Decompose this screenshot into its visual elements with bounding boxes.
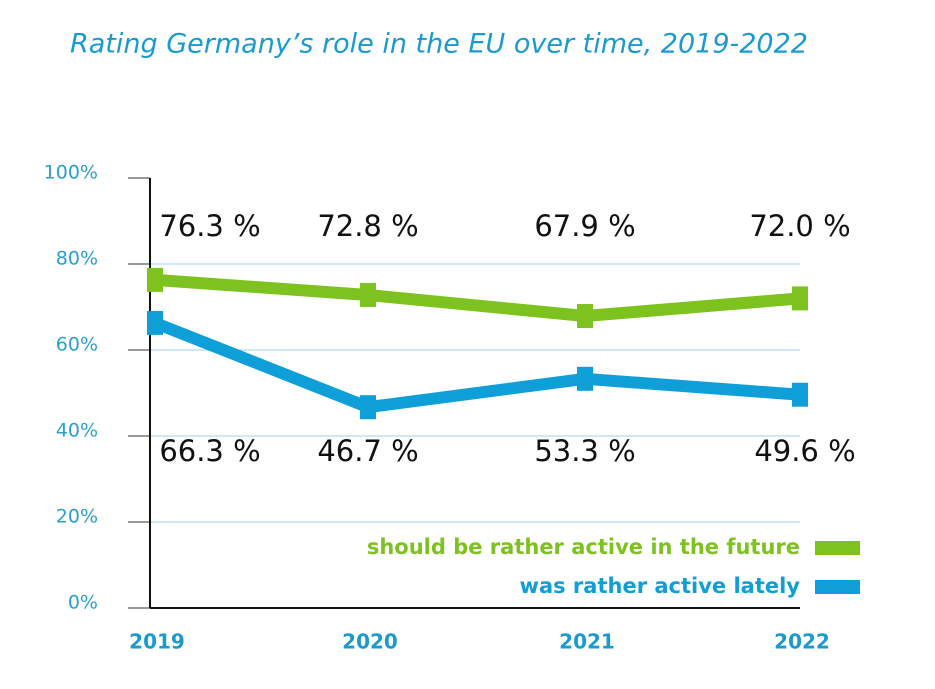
series-line: [152, 317, 801, 414]
y-tick-label: 0%: [68, 592, 98, 614]
data-label: 67.9 %: [534, 209, 635, 243]
y-tick-label: 100%: [44, 162, 98, 184]
y-tick-label: 20%: [56, 506, 98, 528]
x-tick-label: 2019: [129, 630, 185, 654]
marker: [577, 366, 593, 391]
data-label: 66.3 %: [159, 434, 260, 468]
marker: [147, 267, 163, 292]
y-tick-label: 80%: [56, 248, 98, 270]
data-label: 72.8 %: [317, 209, 418, 243]
legend-label: should be rather active in the future: [367, 535, 800, 559]
marker: [360, 282, 376, 307]
marker: [792, 286, 808, 311]
chart-title: Rating Germany’s role in the EU over tim…: [70, 29, 808, 60]
legend-label: was rather active lately: [520, 574, 801, 598]
legend-swatch: [815, 580, 860, 594]
data-label: 76.3 %: [159, 209, 260, 243]
data-label: 53.3 %: [534, 434, 635, 468]
data-label: 72.0 %: [749, 209, 850, 243]
y-tick-label: 40%: [56, 420, 98, 442]
marker: [792, 382, 808, 407]
marker: [577, 304, 593, 329]
marker: [147, 310, 163, 335]
marker: [360, 395, 376, 420]
x-tick-label: 2022: [774, 630, 830, 654]
x-tick-label: 2020: [342, 630, 398, 654]
x-tick-label: 2021: [559, 630, 615, 654]
data-label: 49.6 %: [754, 434, 855, 468]
series-line: [154, 273, 801, 323]
y-tick-label: 60%: [56, 334, 98, 356]
legend-swatch: [815, 541, 860, 555]
data-label: 46.7 %: [317, 434, 418, 468]
